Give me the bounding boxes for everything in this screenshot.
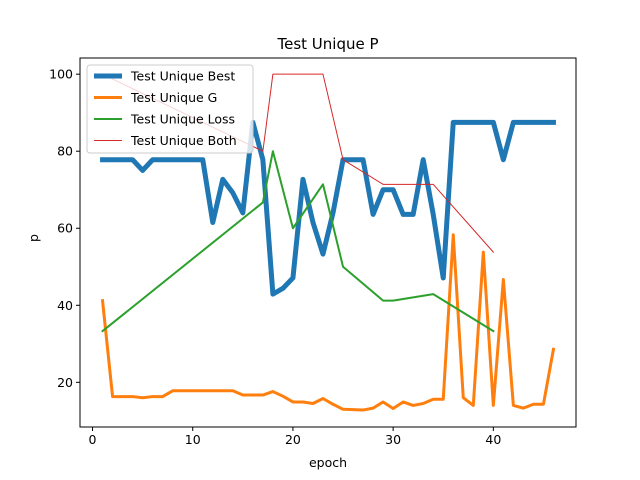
x-tick-label: 40 xyxy=(485,432,501,447)
series-line-1 xyxy=(100,119,556,297)
y-tick-label: 100 xyxy=(49,67,73,82)
legend-label-4: Test Unique Both xyxy=(130,133,237,148)
chart-title: Test Unique P xyxy=(276,35,378,53)
legend-label-1: Test Unique Best xyxy=(130,69,235,84)
legend-label-3: Test Unique Loss xyxy=(130,112,235,127)
x-tick-label: 20 xyxy=(285,432,301,447)
y-tick-label: 40 xyxy=(57,298,73,313)
y-tick-label: 80 xyxy=(57,144,73,159)
y-tick-label: 20 xyxy=(57,375,73,390)
y-tick-label: 60 xyxy=(57,221,73,236)
series-line-4 xyxy=(101,73,495,253)
legend-box xyxy=(86,64,254,154)
series-line-2 xyxy=(100,233,556,412)
x-tick-label: 30 xyxy=(385,432,401,447)
x-tick-label: 0 xyxy=(89,432,97,447)
legend-label-2: Test Unique G xyxy=(130,90,217,105)
series-line-3 xyxy=(101,150,495,333)
plot-area: 0 10 20 30 40 20 40 60 80 100 Test Unique Best Test… xyxy=(49,57,577,447)
x-tick-label: 10 xyxy=(185,432,201,447)
axes-frame xyxy=(79,57,577,428)
y-axis-label: p xyxy=(26,234,41,242)
x-axis-label: epoch xyxy=(309,455,347,470)
